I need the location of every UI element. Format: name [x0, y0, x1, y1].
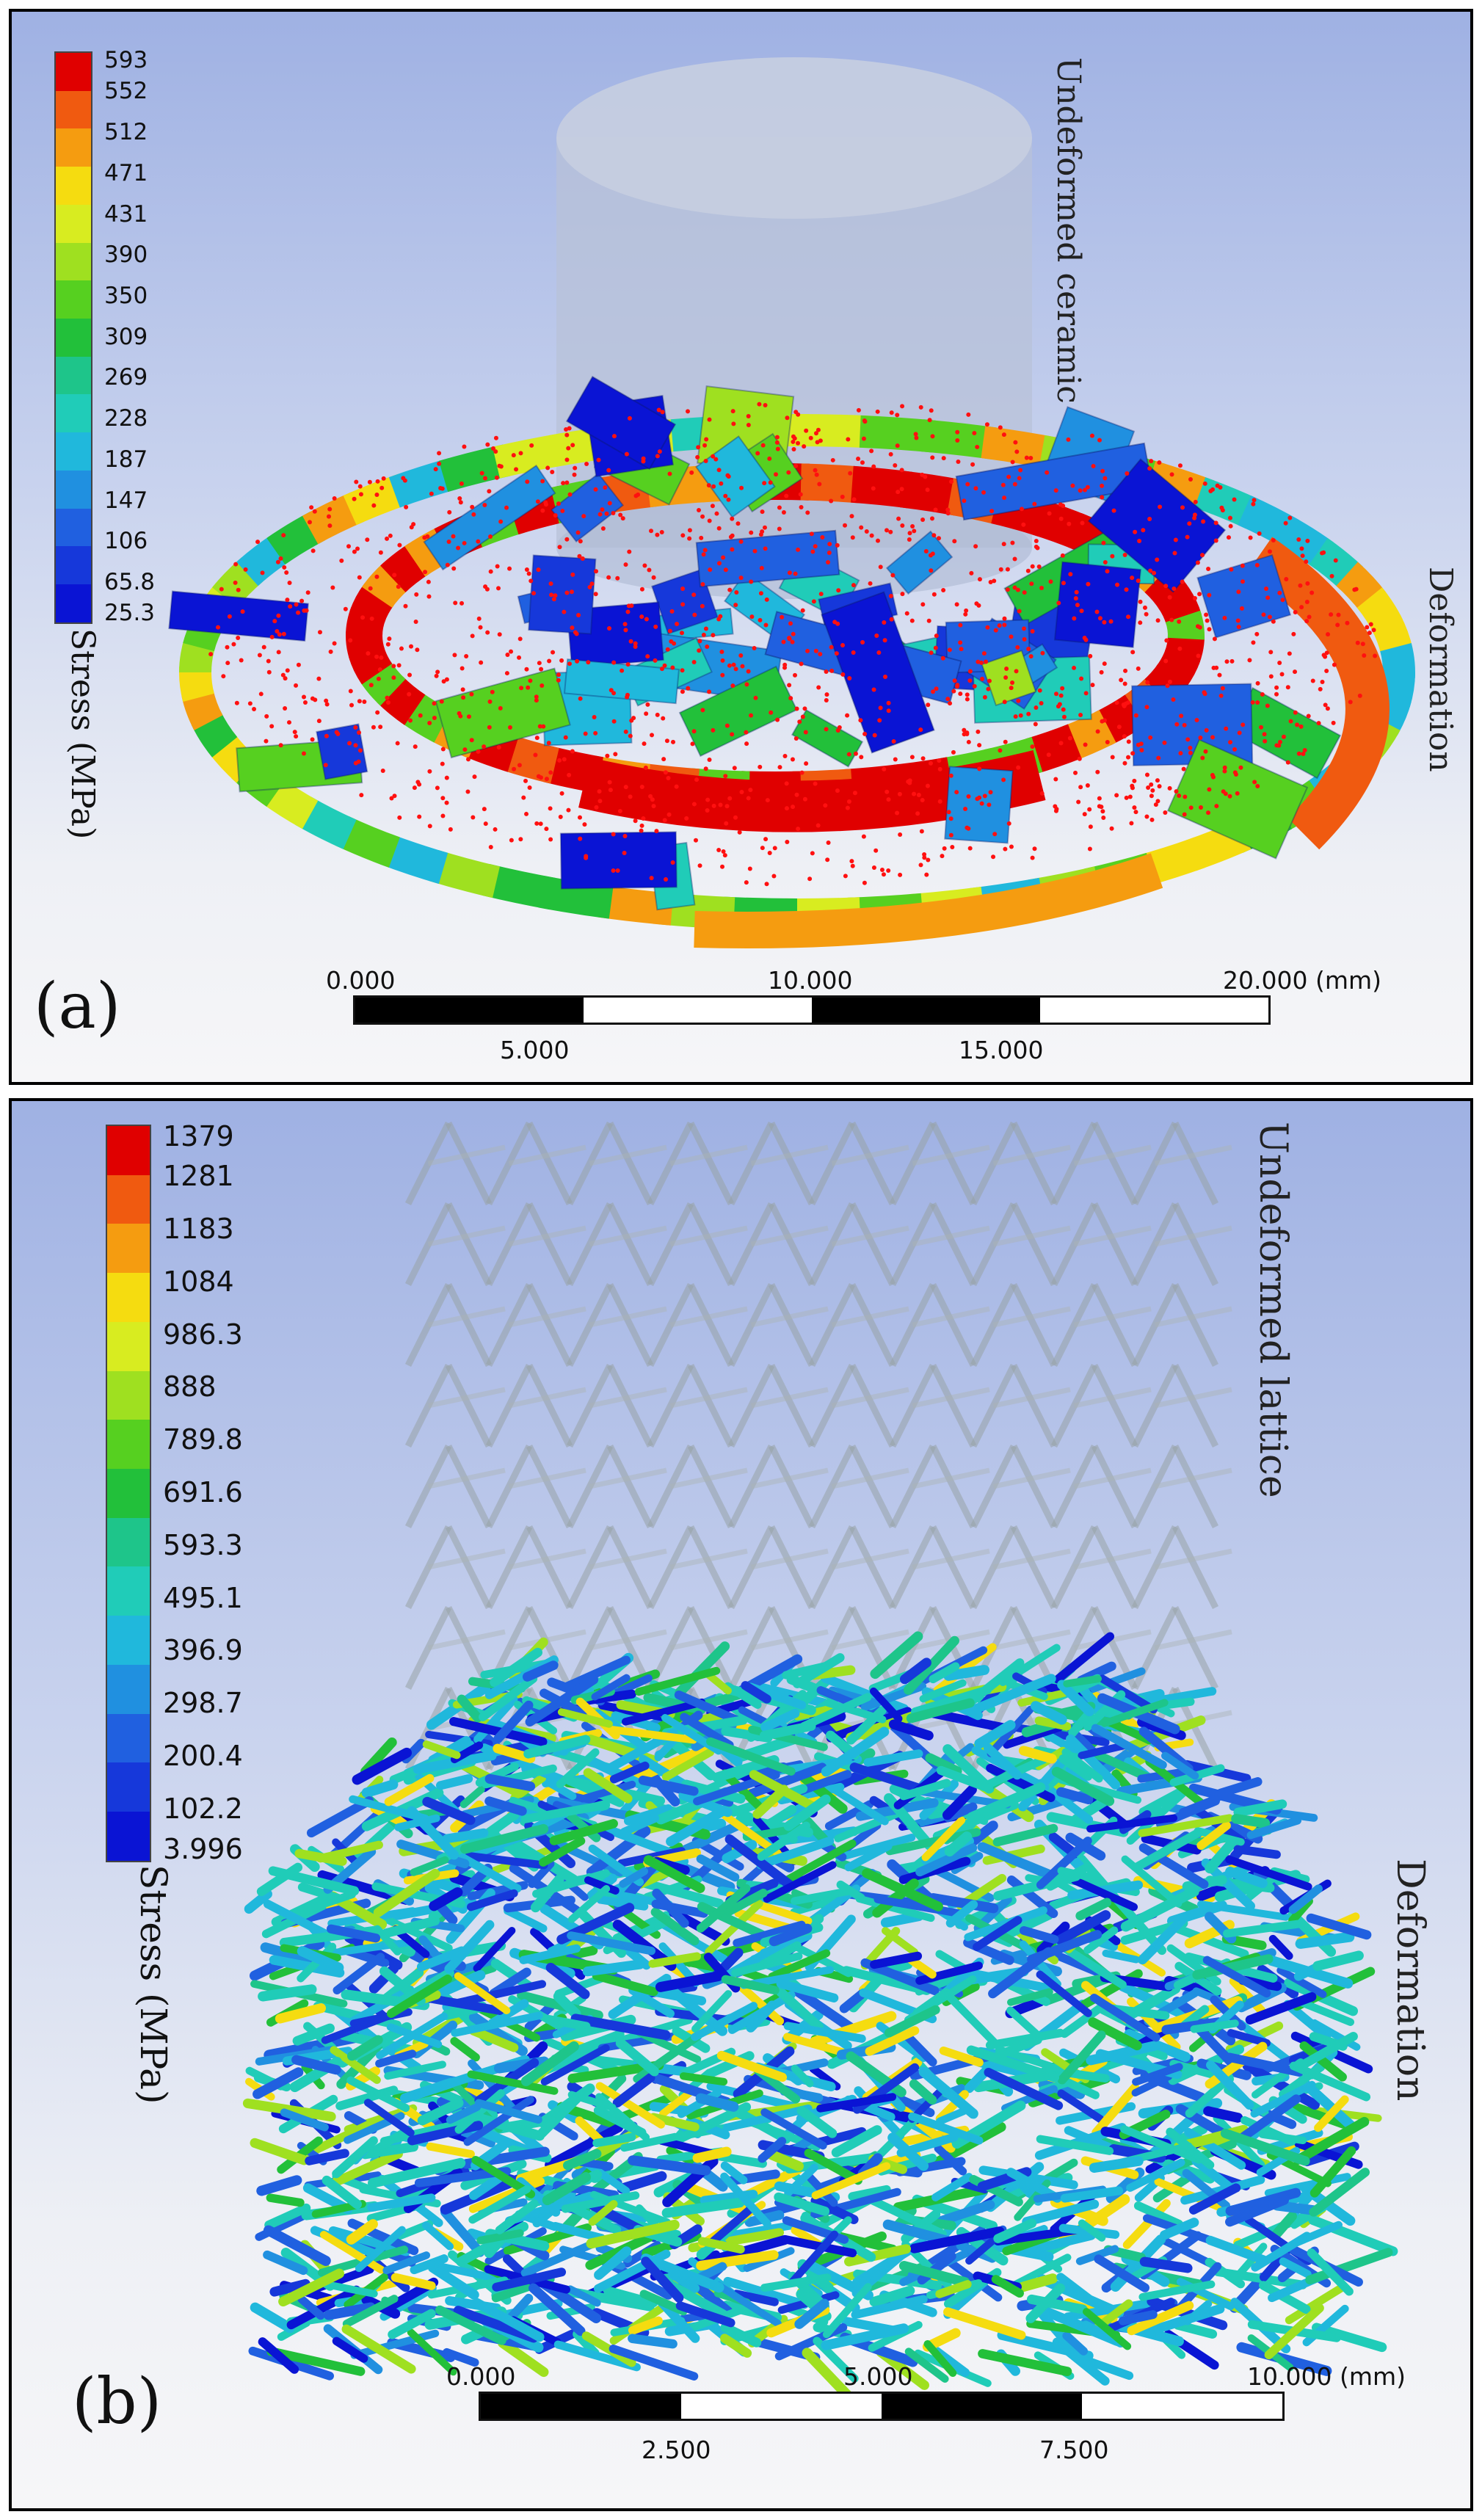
- legend-tick-label: 888: [163, 1370, 217, 1404]
- legend-swatch: [107, 1224, 150, 1274]
- legend-tick-label: 102.2: [163, 1792, 243, 1825]
- legend-swatch: [56, 90, 91, 129]
- panel-a-ceramic-simulation: 593 552 512 471 431 390 350 309 269 228 187 147 106 6…: [9, 9, 1473, 1085]
- legend-swatch: [107, 1126, 150, 1175]
- legend-tick-label: 431: [104, 200, 148, 228]
- legend-swatch: [107, 1321, 150, 1371]
- scale-label: 10.000 (mm): [1247, 2362, 1406, 2391]
- legend-swatch: [107, 1566, 150, 1616]
- legend-swatch: [107, 1420, 150, 1470]
- legend-tick-label: 552: [104, 78, 148, 105]
- legend-swatch: [56, 394, 91, 433]
- scale-label: 5.000: [500, 1036, 570, 1064]
- legend-swatch: [56, 432, 91, 471]
- legend-tick-label: 1084: [163, 1265, 234, 1298]
- legend-tick-label: 593: [104, 47, 148, 73]
- legend-tick-label: 390: [104, 242, 148, 269]
- scale-label: 5.000: [843, 2362, 913, 2391]
- legend-swatch: [107, 1713, 150, 1763]
- deformation-label: Deformation: [1388, 1859, 1432, 2102]
- ceramic-fragments-render: [168, 57, 1415, 948]
- legend-title: Stress (MPa): [132, 1864, 175, 2105]
- legend-tick-label: 495.1: [163, 1581, 243, 1614]
- panel-letter: (b): [72, 2365, 162, 2439]
- scale-label: 15.000: [959, 1036, 1044, 1064]
- lattice-render: [242, 1121, 1398, 2403]
- legend-swatch: [107, 1616, 150, 1665]
- legend-tick-label: 25.3: [104, 600, 156, 626]
- legend-swatch: [56, 128, 91, 167]
- color-scale-bar: [106, 1125, 151, 1862]
- panel-b-lattice-simulation: 1379 1281 1183 1084 986.3 888 789.8 691.6 593.3 4…: [9, 1098, 1473, 2511]
- legend-swatch: [107, 1762, 150, 1812]
- legend-swatch: [56, 508, 91, 547]
- legend-swatch: [107, 1174, 150, 1224]
- legend-swatch: [107, 1664, 150, 1714]
- legend-tick-label: 512: [104, 119, 148, 146]
- legend-tick-label: 1281: [163, 1160, 234, 1193]
- scale-label: 10.000: [768, 966, 853, 995]
- undeformed-cylinder: [556, 57, 1032, 599]
- legend-tick-label: 228: [104, 405, 148, 432]
- debris-particles: [208, 402, 1378, 887]
- legend-tick-label: 298.7: [163, 1687, 243, 1720]
- legend-tick-label: 396.9: [163, 1634, 243, 1667]
- legend-tick-label: 187: [104, 446, 148, 473]
- legend-swatch: [56, 470, 91, 509]
- legend-swatch: [56, 53, 91, 91]
- legend-swatch: [56, 167, 91, 205]
- scale-track: [353, 995, 1271, 1025]
- legend-tick-label: 471: [104, 159, 148, 186]
- legend-swatch: [56, 280, 91, 319]
- legend-tick-label: 789.8: [163, 1423, 243, 1456]
- legend-swatch: [56, 319, 91, 357]
- scale-label: 2.500: [642, 2436, 711, 2464]
- ceramic-fragments: [168, 375, 1342, 911]
- panel-letter: (a): [34, 970, 121, 1043]
- legend-tick-label: 200.4: [163, 1739, 243, 1772]
- legend-swatch: [56, 546, 91, 585]
- legend-tick-label: 106: [104, 528, 148, 555]
- legend-tick-label: 593.3: [163, 1528, 243, 1561]
- scale-label: 7.500: [1039, 2436, 1109, 2464]
- legend-swatch: [107, 1517, 150, 1567]
- legend-tick-label: 691.6: [163, 1475, 243, 1508]
- legend-tick-label: 309: [104, 323, 148, 350]
- legend-swatch: [56, 356, 91, 395]
- legend-swatch: [56, 242, 91, 281]
- legend-tick-label: 350: [104, 283, 148, 310]
- legend-tick-label: 65.8: [104, 569, 156, 596]
- scale-label: 20.000 (mm): [1223, 966, 1381, 995]
- legend-swatch: [56, 204, 91, 243]
- legend-tick-label: 1183: [163, 1213, 234, 1245]
- scale-label: 0.000: [446, 2362, 516, 2391]
- scale-label: 0.000: [326, 966, 396, 995]
- deformed-lattice: [242, 1631, 1398, 2403]
- legend-tick-label: 986.3: [163, 1318, 243, 1351]
- legend-tick-label: 269: [104, 364, 148, 391]
- scale-track: [479, 2392, 1285, 2421]
- undeformed-ceramic-label: Undeformed ceramic: [1050, 57, 1087, 404]
- legend-swatch: [107, 1273, 150, 1322]
- legend-swatch: [56, 584, 91, 622]
- legend-title: Stress (MPa): [64, 628, 101, 840]
- legend-tick-label: 3.996: [163, 1833, 243, 1865]
- color-scale-bar: [54, 51, 92, 624]
- deformation-label: Deformation: [1422, 567, 1459, 772]
- legend-swatch: [107, 1370, 150, 1420]
- undeformed-lattice-label: Undeformed lattice: [1251, 1122, 1295, 1498]
- legend-swatch: [107, 1469, 150, 1518]
- legend-tick-label: 147: [104, 487, 148, 514]
- legend-tick-label: 1379: [163, 1120, 234, 1152]
- legend-swatch: [107, 1812, 150, 1861]
